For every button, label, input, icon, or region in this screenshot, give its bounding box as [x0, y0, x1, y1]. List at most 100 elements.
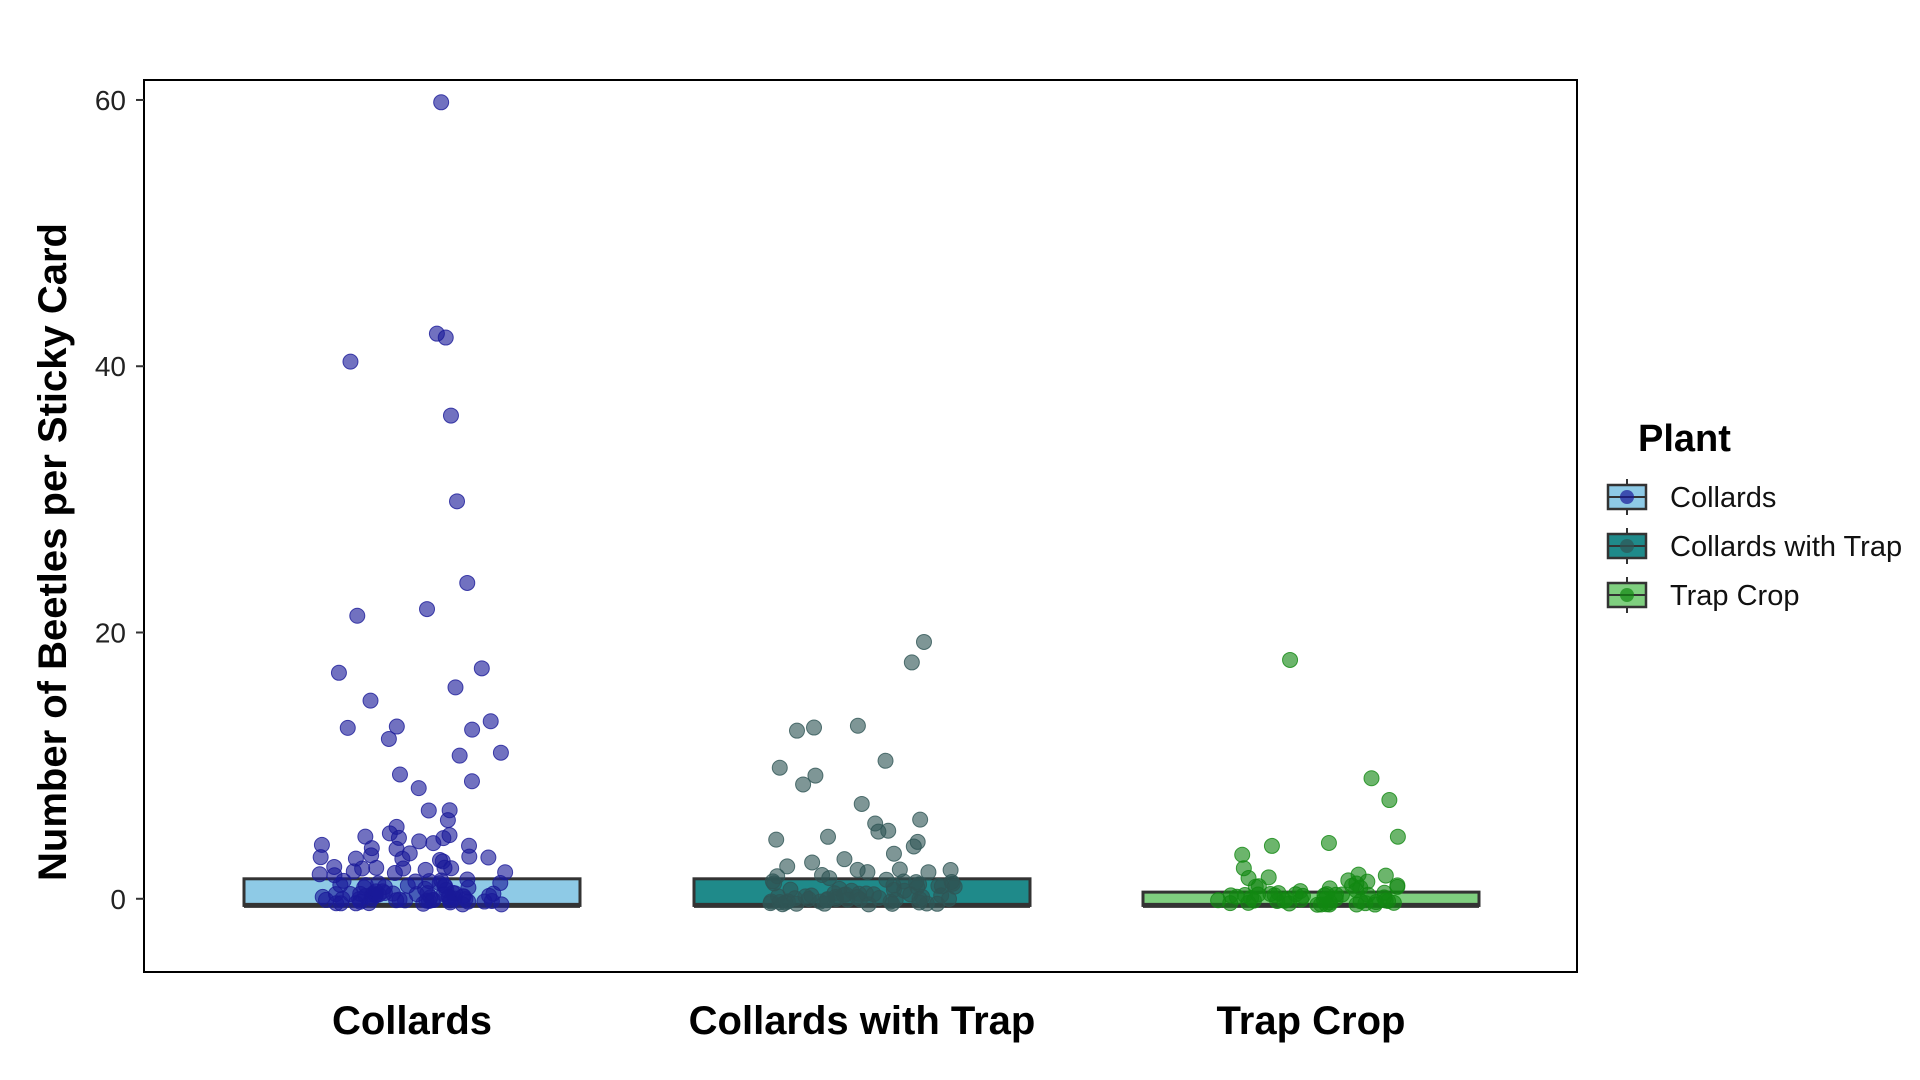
data-point [819, 891, 836, 908]
y-axis: 0 20 40 60 [95, 85, 144, 915]
data-point [885, 845, 902, 862]
data-point [1263, 837, 1280, 854]
legend-label: Collards [1670, 482, 1776, 514]
data-point [451, 747, 468, 764]
data-point [447, 679, 464, 696]
plot-area [242, 94, 1481, 913]
points-series-2 [762, 633, 963, 913]
legend-label: Collards with Trap [1670, 531, 1902, 563]
data-point [1334, 886, 1351, 903]
data-point [1389, 877, 1406, 894]
data-point [461, 848, 478, 865]
data-point [804, 854, 821, 871]
legend-key-point [1620, 539, 1634, 553]
data-point [492, 744, 509, 761]
legend-item: Collards with Trap [1606, 528, 1902, 564]
data-point [386, 864, 403, 881]
legend-item: Trap Crop [1606, 577, 1799, 613]
data-point [433, 94, 450, 111]
data-point [330, 664, 347, 681]
data-point [314, 888, 331, 905]
data-point [362, 692, 379, 709]
data-point [442, 894, 459, 911]
data-point [449, 493, 466, 510]
y-tick-label: 0 [110, 884, 126, 915]
data-point [464, 721, 481, 738]
data-point [1260, 869, 1277, 886]
data-point [1234, 846, 1251, 863]
data-point [903, 654, 920, 671]
data-point [1377, 867, 1394, 884]
data-point [849, 717, 866, 734]
data-point [473, 660, 490, 677]
y-tick-label: 20 [95, 618, 126, 649]
data-point [1363, 770, 1380, 787]
data-point [312, 849, 329, 866]
data-point [354, 860, 371, 877]
data-point [915, 633, 932, 650]
x-tick-label: Collards with Trap [689, 999, 1036, 1043]
data-point [443, 860, 460, 877]
data-point [911, 890, 928, 907]
data-point [1389, 828, 1406, 845]
data-point [482, 713, 499, 730]
data-point [788, 722, 805, 739]
data-point [853, 795, 870, 812]
data-point [803, 887, 820, 904]
y-tick-label: 40 [95, 351, 126, 382]
legend-key-point [1620, 490, 1634, 504]
data-point [442, 407, 459, 424]
x-axis: Collards Collards with Trap Trap Crop [332, 999, 1405, 1043]
data-point [795, 776, 812, 793]
data-point [408, 886, 425, 903]
data-point [786, 890, 803, 907]
data-point [391, 766, 408, 783]
legend: Plant Collards Collards with Trap Trap Cro… [1606, 418, 1902, 613]
points-series-1 [311, 94, 514, 913]
data-point [887, 891, 904, 908]
data-point [1316, 891, 1333, 908]
data-point [419, 601, 436, 618]
data-point [821, 870, 838, 887]
data-point [1352, 893, 1369, 910]
y-tick-label: 60 [95, 85, 126, 116]
data-point [481, 887, 498, 904]
data-point [463, 773, 480, 790]
data-point [339, 719, 356, 736]
data-point [425, 835, 442, 852]
data-point [877, 752, 894, 769]
data-point [836, 851, 853, 868]
data-point [480, 849, 497, 866]
legend-label: Trap Crop [1670, 580, 1799, 612]
data-point [870, 823, 887, 840]
data-point [1320, 834, 1337, 851]
data-point [779, 858, 796, 875]
data-point [370, 886, 387, 903]
data-point [352, 885, 369, 902]
data-point [459, 574, 476, 591]
data-point [912, 811, 929, 828]
data-point [311, 866, 328, 883]
data-point [1262, 885, 1279, 902]
data-point [388, 718, 405, 735]
data-point [1245, 892, 1262, 909]
data-point [368, 859, 385, 876]
data-point [771, 759, 788, 776]
data-point [807, 767, 824, 784]
points-series-3 [1210, 651, 1406, 913]
data-point [806, 719, 823, 736]
data-point [1282, 651, 1299, 668]
data-point [388, 892, 405, 909]
data-point [437, 329, 454, 346]
legend-item: Collards [1606, 479, 1776, 515]
data-point [820, 828, 837, 845]
data-point [859, 864, 876, 881]
data-point [764, 873, 781, 890]
legend-key-point [1620, 588, 1634, 602]
panel-border [143, 79, 1578, 973]
data-point [771, 894, 788, 911]
data-point [878, 871, 895, 888]
data-point [941, 890, 958, 907]
data-point [342, 353, 359, 370]
